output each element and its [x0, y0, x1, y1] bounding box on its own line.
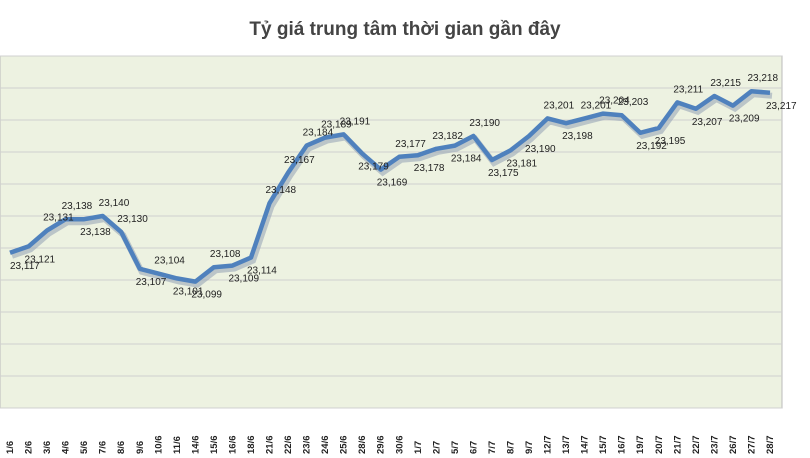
x-tick-label: 5/6 — [79, 441, 90, 454]
x-tick-label: 8/7 — [505, 441, 516, 454]
x-tick-label: 24/6 — [320, 436, 331, 455]
x-tick-label: 6/7 — [468, 441, 479, 454]
x-tick-label: 13/7 — [561, 436, 572, 455]
data-label: 23,189 — [321, 120, 352, 131]
data-label: 23,179 — [358, 162, 389, 173]
x-tick-label: 15/6 — [209, 436, 220, 455]
x-tick-label: 1/7 — [413, 441, 424, 454]
x-tick-label: 2/6 — [24, 441, 35, 454]
data-label: 23,121 — [25, 254, 56, 265]
data-label: 23,217 — [766, 101, 797, 112]
x-tick-label: 28/7 — [765, 436, 776, 455]
x-tick-label: 21/6 — [265, 436, 276, 455]
data-label: 23,109 — [228, 274, 259, 285]
data-label: 23,138 — [62, 201, 93, 212]
data-label: 23,117 — [10, 261, 40, 272]
data-label: 23,175 — [488, 168, 519, 179]
data-label: 23,184 — [451, 154, 482, 165]
x-tick-label: 12/7 — [543, 436, 554, 455]
data-label: 23,108 — [210, 249, 241, 260]
x-tick-label: 7/6 — [98, 441, 109, 454]
x-tick-label: 10/6 — [153, 436, 164, 455]
data-label: 23,190 — [525, 144, 556, 155]
data-label: 23,184 — [303, 128, 334, 139]
x-tick-label: 25/6 — [339, 436, 350, 455]
data-label: 23,215 — [710, 78, 741, 89]
data-label: 23,099 — [191, 290, 222, 301]
data-label: 23,201 — [544, 100, 575, 111]
x-tick-label: 22/7 — [691, 436, 702, 455]
x-tick-label: 7/7 — [487, 441, 498, 454]
x-tick-label: 18/6 — [246, 436, 257, 455]
x-tick-label: 5/7 — [450, 441, 461, 454]
data-label: 23,204 — [599, 96, 630, 107]
data-label: 23,198 — [562, 131, 593, 142]
x-tick-label: 21/7 — [672, 436, 683, 455]
data-label: 23,182 — [432, 131, 463, 142]
x-tick-label: 26/7 — [728, 436, 739, 455]
data-label: 23,107 — [136, 277, 167, 288]
x-tick-label: 15/7 — [598, 436, 609, 455]
x-tick-label: 29/6 — [376, 436, 387, 455]
data-label: 23,181 — [506, 158, 537, 169]
x-tick-label: 28/6 — [357, 436, 368, 455]
data-label: 23,211 — [673, 84, 703, 95]
data-label: 23,101 — [173, 286, 204, 297]
x-tick-label: 23/7 — [709, 436, 720, 455]
data-label: 23,114 — [247, 266, 277, 277]
data-label: 23,140 — [99, 198, 130, 209]
x-tick-label: 16/6 — [227, 436, 238, 455]
data-label: 23,130 — [117, 214, 148, 225]
data-label: 23,192 — [636, 141, 667, 152]
data-label: 23,178 — [414, 163, 445, 174]
data-label: 23,209 — [729, 114, 760, 125]
data-label: 23,148 — [266, 185, 297, 196]
x-tick-label: 11/6 — [172, 436, 183, 454]
data-label: 23,195 — [655, 136, 686, 147]
line — [9, 88, 771, 284]
x-tick-label: 19/7 — [635, 436, 646, 455]
x-tick-label: 20/7 — [654, 436, 665, 455]
data-label: 23,104 — [154, 256, 185, 267]
data-label: 23,207 — [692, 117, 723, 128]
data-label: 23,167 — [284, 155, 315, 166]
data-label: 23,201 — [581, 100, 612, 111]
x-tick-label: 9/7 — [524, 441, 535, 454]
data-label: 23,131 — [43, 212, 74, 223]
x-tick-label: 30/6 — [394, 436, 405, 455]
x-tick-label: 14/7 — [580, 436, 591, 455]
data-label: 23,169 — [377, 178, 408, 189]
x-tick-label: 27/7 — [746, 436, 757, 455]
x-tick-label: 2/7 — [431, 441, 442, 454]
chart-title: Tỷ giá trung tâm thời gian gần đây — [249, 19, 561, 40]
x-tick-label: 9/6 — [135, 441, 146, 454]
x-tick-label: 3/6 — [42, 441, 53, 454]
data-label: 23,203 — [618, 97, 649, 108]
data-label: 23,177 — [395, 139, 426, 150]
x-tick-label: 16/7 — [617, 436, 628, 455]
data-label: 23,191 — [340, 116, 371, 127]
x-tick-label: 14/6 — [190, 436, 201, 455]
x-tick-label: 1/6 — [5, 441, 16, 454]
x-tick-label: 23/6 — [302, 436, 313, 455]
data-label: 23,218 — [747, 73, 778, 84]
data-label: 23,190 — [469, 118, 500, 129]
x-tick-label: 8/6 — [116, 441, 127, 454]
x-tick-label: 22/6 — [283, 436, 294, 455]
plot-area — [0, 55, 783, 409]
x-tick-label: 4/6 — [61, 441, 72, 454]
data-label: 23,138 — [80, 227, 111, 238]
